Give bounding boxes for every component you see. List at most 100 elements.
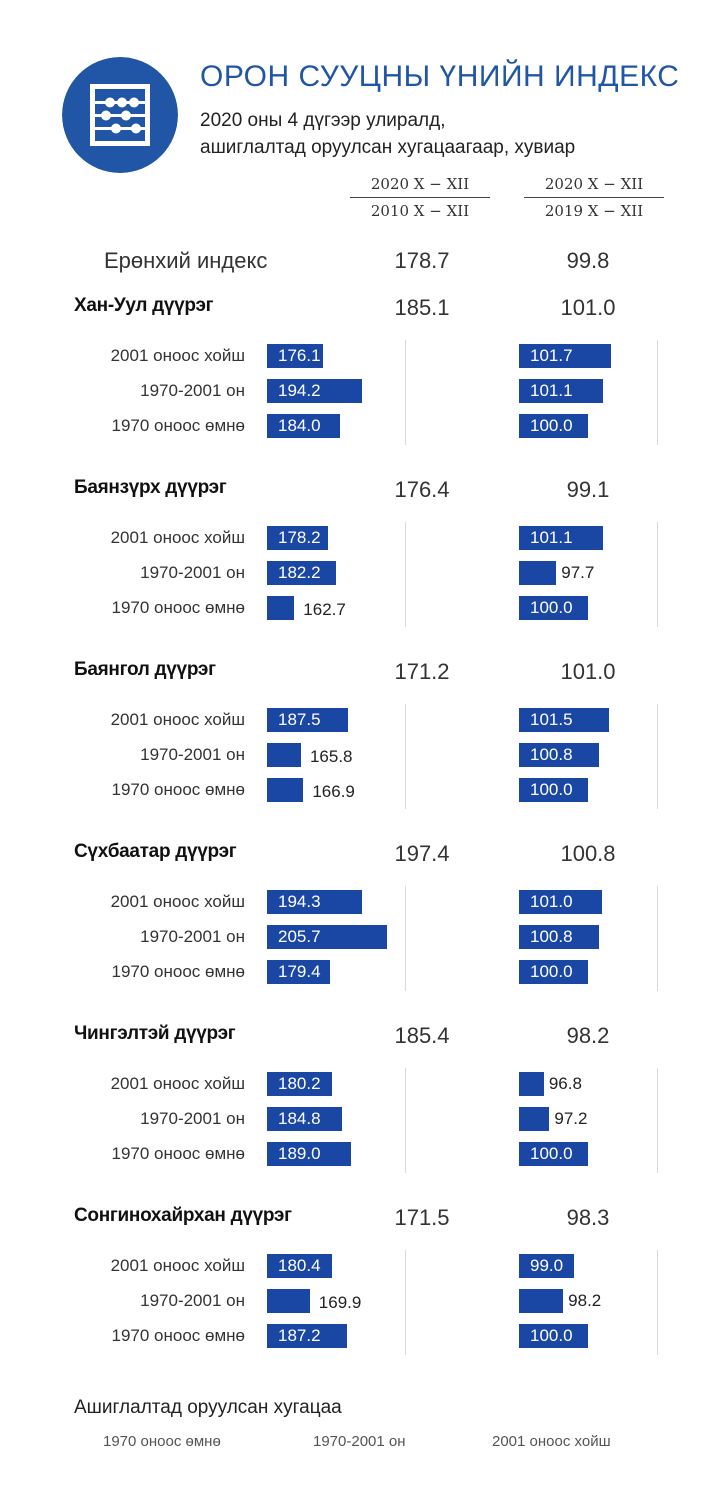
bar-left-before-1970 (267, 1324, 347, 1348)
left-axis-line (405, 1068, 406, 1173)
bar-left-1970-2001 (267, 1289, 310, 1313)
bar-right-value: 101.1 (530, 528, 573, 547)
bar-left-value: 194.3 (278, 892, 321, 911)
bar-left-value: 205.7 (278, 927, 321, 946)
bar-left-value: 194.2 (278, 381, 321, 400)
bar-right-value: 100.0 (530, 962, 573, 981)
bar-left-value: 180.2 (278, 1074, 321, 1093)
bar-left-before-1970 (267, 414, 341, 438)
legend-item-after-2001: 2001 оноос хойш (492, 1433, 611, 1450)
bar-right-value: 100.0 (530, 780, 573, 799)
bar-right-value: 100.8 (530, 927, 573, 946)
bar-right-before-1970 (519, 960, 588, 984)
district-total-left: 171.2 (394, 659, 450, 684)
district-name: Сүхбаатар дүүрэг (74, 841, 237, 862)
bar-right-after-2001 (519, 1072, 544, 1096)
left-axis-line (405, 1250, 406, 1355)
bar-right-after-2001 (519, 344, 612, 368)
bar-right-before-1970 (519, 1142, 588, 1166)
bar-right-1970-2001 (519, 925, 600, 949)
bar-left-before-1970 (267, 1142, 351, 1166)
right-axis-line (657, 1068, 658, 1173)
category-label-after-2001: 2001 оноос хойш (110, 1074, 245, 1093)
category-label-1970-2001: 1970-2001 он (140, 381, 245, 400)
category-label-before-1970: 1970 оноос өмнө (111, 1326, 245, 1345)
bar-right-after-2001 (519, 526, 604, 550)
bar-left-value: 182.2 (278, 563, 321, 582)
bar-right-value: 96.8 (548, 1074, 582, 1093)
left-axis-line (405, 886, 406, 991)
bar-left-1970-2001 (267, 925, 387, 949)
bar-left-after-2001 (267, 1254, 333, 1278)
legend-title: Ашиглалтад оруулсан хугацаа (74, 1397, 342, 1418)
category-label-before-1970: 1970 оноос өмнө (111, 780, 245, 799)
bar-right-1970-2001 (519, 379, 604, 403)
legend-item-1970-2001: 1970-2001 он (313, 1433, 406, 1450)
district-total-left: 171.5 (394, 1205, 450, 1230)
district-name: Чингэлтэй дүүрэг (74, 1023, 236, 1044)
bar-right-after-2001 (519, 1254, 575, 1278)
category-label-after-2001: 2001 оноос хойш (110, 346, 245, 365)
bar-left-value: 184.8 (278, 1109, 321, 1128)
bar-right-value: 101.1 (530, 381, 573, 400)
category-label-1970-2001: 1970-2001 он (140, 1109, 245, 1128)
bar-left-before-1970 (267, 960, 331, 984)
bar-right-value: 101.0 (530, 892, 573, 911)
left-axis-line (405, 340, 406, 445)
bar-left-value: 176.1 (278, 346, 321, 365)
category-label-before-1970: 1970 оноос өмнө (111, 962, 245, 981)
category-label-1970-2001: 1970-2001 он (140, 927, 245, 946)
category-label-after-2001: 2001 оноос хойш (110, 892, 245, 911)
district-total-right: 98.2 (566, 1023, 610, 1048)
bar-right-before-1970 (519, 1324, 588, 1348)
category-label-1970-2001: 1970-2001 он (140, 1291, 245, 1310)
bar-right-after-2001 (519, 890, 602, 914)
district-name: Баянзүрх дүүрэг (74, 477, 227, 498)
bar-right-after-2001 (519, 708, 609, 732)
abacus-icon (62, 57, 178, 173)
category-label-after-2001: 2001 оноос хойш (110, 710, 245, 729)
bar-right-1970-2001 (519, 1289, 564, 1313)
right-axis-line (657, 704, 658, 809)
bar-left-before-1970 (267, 778, 304, 802)
bar-right-value: 98.2 (568, 1291, 602, 1310)
district-name: Сонгинохайрхан дүүрэг (74, 1205, 292, 1226)
category-label-after-2001: 2001 оноос хойш (110, 528, 245, 547)
category-label-1970-2001: 1970-2001 он (140, 745, 245, 764)
bar-right-1970-2001 (519, 561, 557, 585)
bar-left-value: 169.9 (318, 1293, 362, 1312)
page-subtitle: 2020 оны 4 дүгээр улиралд, ашиглалтад ор… (200, 110, 576, 158)
district-total-right: 100.8 (560, 841, 616, 866)
bar-right-value: 100.0 (530, 598, 573, 617)
bar-right-value: 100.8 (530, 745, 573, 764)
district-name: Хан-Уул дүүрэг (74, 295, 214, 316)
district-total-left: 176.4 (394, 477, 450, 502)
left-axis-line (405, 704, 406, 809)
bar-right-value: 101.5 (530, 710, 573, 729)
bar-right-value: 99.0 (530, 1256, 564, 1275)
right-axis-line (657, 522, 658, 627)
bar-left-value: 162.7 (303, 600, 346, 619)
bar-left-value: 179.4 (278, 962, 321, 981)
bar-left-1970-2001 (267, 1107, 342, 1131)
bar-right-before-1970 (519, 778, 588, 802)
district-total-right: 99.1 (566, 477, 610, 502)
category-label-1970-2001: 1970-2001 он (140, 563, 245, 582)
bar-left-value: 189.0 (278, 1144, 321, 1163)
right-axis-line (657, 886, 658, 991)
district-total-right: 101.0 (560, 295, 616, 320)
category-label-before-1970: 1970 оноос өмнө (111, 598, 245, 617)
bar-right-before-1970 (519, 414, 588, 438)
bar-left-after-2001 (267, 344, 324, 368)
bar-left-value: 187.5 (278, 710, 321, 729)
district-total-right: 101.0 (560, 659, 616, 684)
bar-right-1970-2001 (519, 1107, 550, 1131)
category-label-after-2001: 2001 оноос хойш (110, 1256, 245, 1275)
bar-right-value: 97.7 (561, 563, 595, 582)
bar-left-value: 184.0 (278, 416, 321, 435)
bar-left-value: 178.2 (278, 528, 321, 547)
bar-left-1970-2001 (267, 561, 337, 585)
district-total-left: 185.1 (394, 295, 450, 320)
general-index-label: Ерөнхий индекс (104, 248, 268, 273)
left-axis-line (405, 522, 406, 627)
